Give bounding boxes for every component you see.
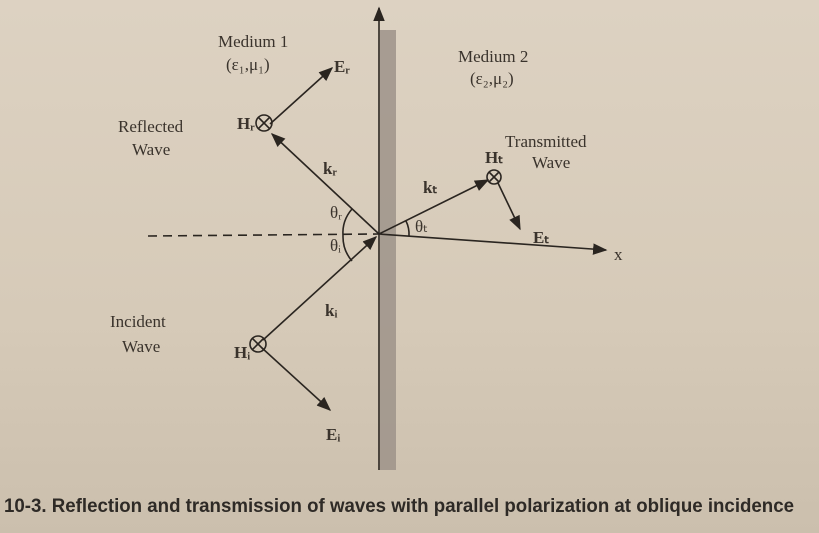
medium2-label: Medium 2 <box>458 47 528 66</box>
x-axis <box>378 233 608 255</box>
transmitted-wave-label-1: Transmitted <box>505 132 587 151</box>
theta-t-label: θₜ <box>415 217 428 236</box>
transmitted-H-into-page-icon <box>486 169 502 185</box>
transmitted-k-arrow <box>378 179 490 235</box>
medium1-params: (ε₁,μ₁) <box>226 55 270 74</box>
H-t-label: Hₜ <box>485 148 503 167</box>
transmitted-wave-label-2: Wave <box>532 153 570 172</box>
k-r-label: kᵣ <box>323 159 337 178</box>
reflected-wave-label-2: Wave <box>132 140 170 159</box>
incident-E-arrow <box>261 347 332 411</box>
theta-i-arc <box>342 235 353 262</box>
theta-i-label: θᵢ <box>330 236 341 255</box>
reflected-wave-label-1: Reflected <box>118 117 184 136</box>
transmitted-E-arrow <box>497 182 521 231</box>
k-t-label: kₜ <box>423 178 437 197</box>
reflected-H-into-page-icon <box>255 114 273 132</box>
reflected-k-arrow <box>270 133 380 235</box>
E-t-label: Eₜ <box>533 228 549 247</box>
incident-k-arrow <box>262 236 378 341</box>
theta-t-arc <box>405 220 410 237</box>
theta-r-label: θᵣ <box>330 203 342 222</box>
medium1-label: Medium 1 <box>218 32 288 51</box>
E-r-label: Eᵣ <box>334 57 350 76</box>
x-axis-label: x <box>614 245 623 264</box>
incident-H-into-page-icon <box>249 335 267 353</box>
theta-r-arc <box>342 208 353 237</box>
incident-wave-label-1: Incident <box>110 312 166 331</box>
figure-caption: 10-3. Reflection and transmission of wav… <box>4 496 794 517</box>
incident-wave-label-2: Wave <box>122 337 160 356</box>
normal-dashed-line <box>147 233 380 237</box>
H-r-label: Hᵣ <box>237 114 255 133</box>
k-i-label: kᵢ <box>325 301 337 320</box>
E-i-label: Eᵢ <box>326 425 340 444</box>
H-i-label: Hᵢ <box>234 343 250 362</box>
medium2-params: (ε₂,μ₂) <box>470 69 514 88</box>
interface-boundary <box>380 30 396 470</box>
reflected-E-arrow <box>269 67 334 125</box>
